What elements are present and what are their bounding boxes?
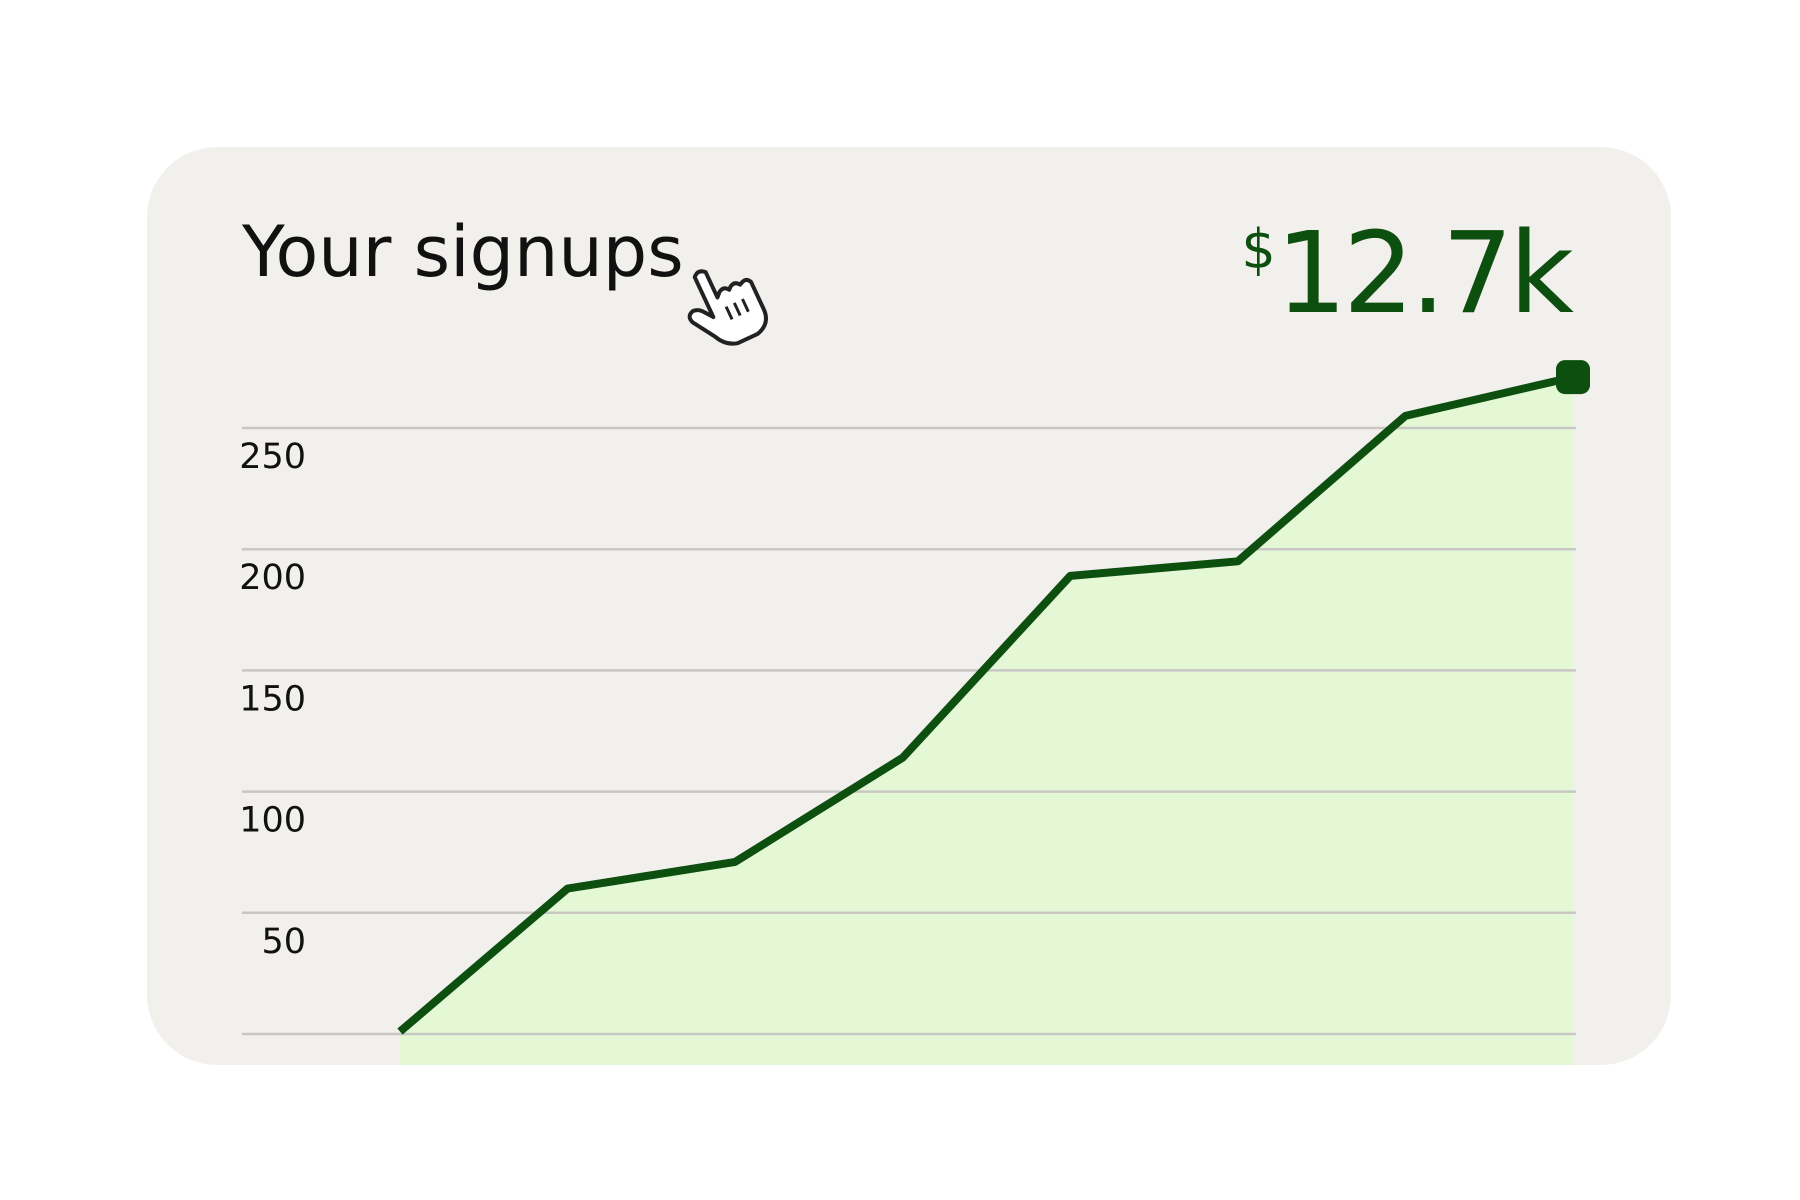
end-marker [1556,360,1590,395]
y-tick-label: 200 [239,558,306,598]
y-tick-label: 150 [239,679,306,719]
data-line [397,373,1574,1035]
headline-number: 12.7k [1276,209,1574,339]
hand-cursor [687,269,768,346]
card-title: Your signups [241,211,684,293]
headline-value: $12.7k [1241,209,1574,339]
currency-symbol: $ [1241,218,1275,281]
y-tick-label: 100 [239,801,306,841]
y-tick-label: 250 [239,437,306,477]
y-tick-label: 50 [261,922,306,962]
